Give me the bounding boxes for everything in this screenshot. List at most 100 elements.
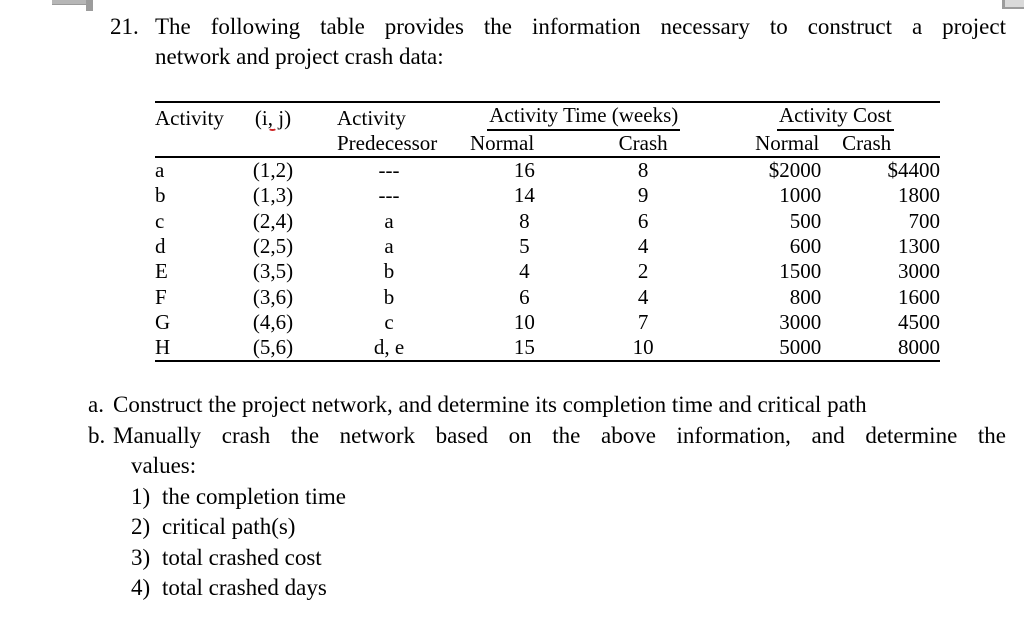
crash-data-table: Activity (i, j) Activity Activity Time (… <box>155 101 940 363</box>
list-item-number: 4) <box>131 575 151 600</box>
table-row: E (3,5) b 4 2 1500 3000 <box>155 259 940 284</box>
cell-cost-crash: 4500 <box>898 310 940 335</box>
cell-time-crash: 6 <box>637 208 649 233</box>
cell-predecessor: b <box>383 284 395 309</box>
cell-cost-normal: 600 <box>789 233 822 258</box>
cell-activity: b <box>155 183 166 208</box>
list-item-text: critical path(s) <box>162 514 296 539</box>
table-row: c (2,4) a 8 6 500 700 <box>155 208 940 233</box>
cell-cost-crash: 3000 <box>898 259 940 284</box>
problem-statement: 21. The following table provides the inf… <box>110 12 1006 72</box>
cell-cost-normal: 5000 <box>779 335 822 360</box>
ruler-marker-right[interactable] <box>1002 0 1024 9</box>
table-row: b (1,3) --- 14 9 1000 1800 <box>155 183 940 208</box>
table-row: G (4,6) c 10 7 3000 4500 <box>155 310 940 335</box>
header-spacer-1 <box>155 131 233 157</box>
cell-activity: c <box>155 208 165 233</box>
question-b-text: Manually crash the network based on the … <box>113 422 1006 448</box>
cell-ij: (4,6) <box>252 310 294 335</box>
cell-activity: F <box>155 284 167 309</box>
cell-activity: G <box>155 310 171 335</box>
cell-predecessor: --- <box>378 158 400 182</box>
header-time-crash: Crash <box>618 131 668 155</box>
cell-time-normal: 5 <box>519 233 530 258</box>
cell-activity: E <box>155 259 168 284</box>
cell-cost-normal: 1500 <box>779 259 822 284</box>
cell-ij: (1,3) <box>252 183 294 208</box>
cell-cost-normal: $2000 <box>768 158 822 182</box>
cell-predecessor: a <box>384 208 394 233</box>
list-item-number: 3) <box>131 544 151 570</box>
question-a: a. Construct the project network, and det… <box>88 390 1006 421</box>
cell-time-normal: 16 <box>513 158 535 182</box>
questions-section: a. Construct the project network, and det… <box>88 390 1006 604</box>
header-time-normal: Normal <box>470 131 535 155</box>
question-a-label: a. <box>88 392 104 417</box>
cell-activity: a <box>155 158 165 182</box>
list-item: 2) critical path(s) <box>131 512 1006 543</box>
header-time-group: Activity Time (weeks) <box>465 102 703 131</box>
table-row: a (1,2) --- 16 8 $2000 $4400 <box>155 157 940 183</box>
list-item-text: the completion time <box>162 483 346 509</box>
header-predecessor-top: Activity <box>337 106 406 130</box>
cell-cost-crash: 1800 <box>898 183 940 208</box>
problem-line-1: The following table provides the informa… <box>155 14 1006 39</box>
cell-time-crash: 9 <box>637 183 649 208</box>
list-item-number: 2) <box>131 514 151 539</box>
cell-cost-normal: 800 <box>789 284 822 309</box>
cell-predecessor: a <box>384 233 394 258</box>
ruler-marker-bar <box>52 0 93 5</box>
cell-cost-crash: 700 <box>908 208 941 233</box>
cell-time-crash: 8 <box>637 158 649 182</box>
ruler-marker-tick <box>86 0 93 11</box>
cell-predecessor: c <box>384 310 394 335</box>
cell-time-normal: 10 <box>513 310 535 335</box>
question-b-line-2: values: <box>131 453 197 478</box>
header-activity: Activity <box>155 106 224 130</box>
question-b-label: b. <box>88 422 106 448</box>
cell-cost-crash: 8000 <box>898 335 940 360</box>
cell-time-normal: 4 <box>519 259 530 284</box>
cell-activity: d <box>155 233 166 258</box>
cell-time-normal: 14 <box>513 183 535 208</box>
cell-time-crash: 4 <box>637 284 649 309</box>
question-b-line-1: b. Manually crash the network based on th… <box>88 421 1006 452</box>
cell-cost-normal: 500 <box>789 208 822 233</box>
header-spacer-2 <box>233 131 313 157</box>
cell-ij: (5,6) <box>252 335 294 360</box>
header-predecessor-bottom: Predecessor <box>337 131 438 155</box>
header-cost-normal: Normal <box>755 131 820 155</box>
cell-ij: (1,2) <box>252 158 294 182</box>
cell-time-normal: 15 <box>513 335 535 360</box>
cell-time-crash: 10 <box>632 335 654 360</box>
list-item-number: 1) <box>131 483 151 509</box>
cell-cost-crash: 1300 <box>898 233 940 258</box>
cell-ij: (2,4) <box>252 208 294 233</box>
cell-ij: (3,5) <box>252 259 294 284</box>
problem-text: The following table provides the informa… <box>155 12 1006 72</box>
cell-cost-crash: 1600 <box>898 284 940 309</box>
table-header: Activity (i, j) Activity Activity Time (… <box>155 102 940 157</box>
ruler-indent-marker[interactable] <box>52 0 93 11</box>
list-item: 4) total crashed days <box>131 573 1006 604</box>
cell-time-normal: 6 <box>519 284 530 309</box>
table-row: H (5,6) d, e 15 10 5000 8000 <box>155 335 940 361</box>
cell-time-crash: 4 <box>637 233 649 258</box>
cell-time-normal: 8 <box>519 208 530 233</box>
cell-time-crash: 2 <box>637 259 649 284</box>
cell-ij: (3,6) <box>252 284 294 309</box>
list-item: 3) total crashed cost <box>131 543 1006 574</box>
cell-ij: (2,5) <box>252 233 294 258</box>
spellcheck-squiggle <box>267 125 277 131</box>
cell-predecessor: d, e <box>373 335 405 360</box>
list-item-text: total crashed days <box>162 575 327 600</box>
cell-predecessor: --- <box>378 183 400 208</box>
cell-activity: H <box>155 335 171 360</box>
table-row: d (2,5) a 5 4 600 1300 <box>155 234 940 259</box>
cell-cost-normal: 1000 <box>779 183 822 208</box>
header-cost-crash: Crash <box>842 131 892 155</box>
list-item-text: total crashed cost <box>162 544 322 570</box>
cell-time-crash: 7 <box>637 310 649 335</box>
question-a-text: Construct the project network, and deter… <box>113 392 867 417</box>
